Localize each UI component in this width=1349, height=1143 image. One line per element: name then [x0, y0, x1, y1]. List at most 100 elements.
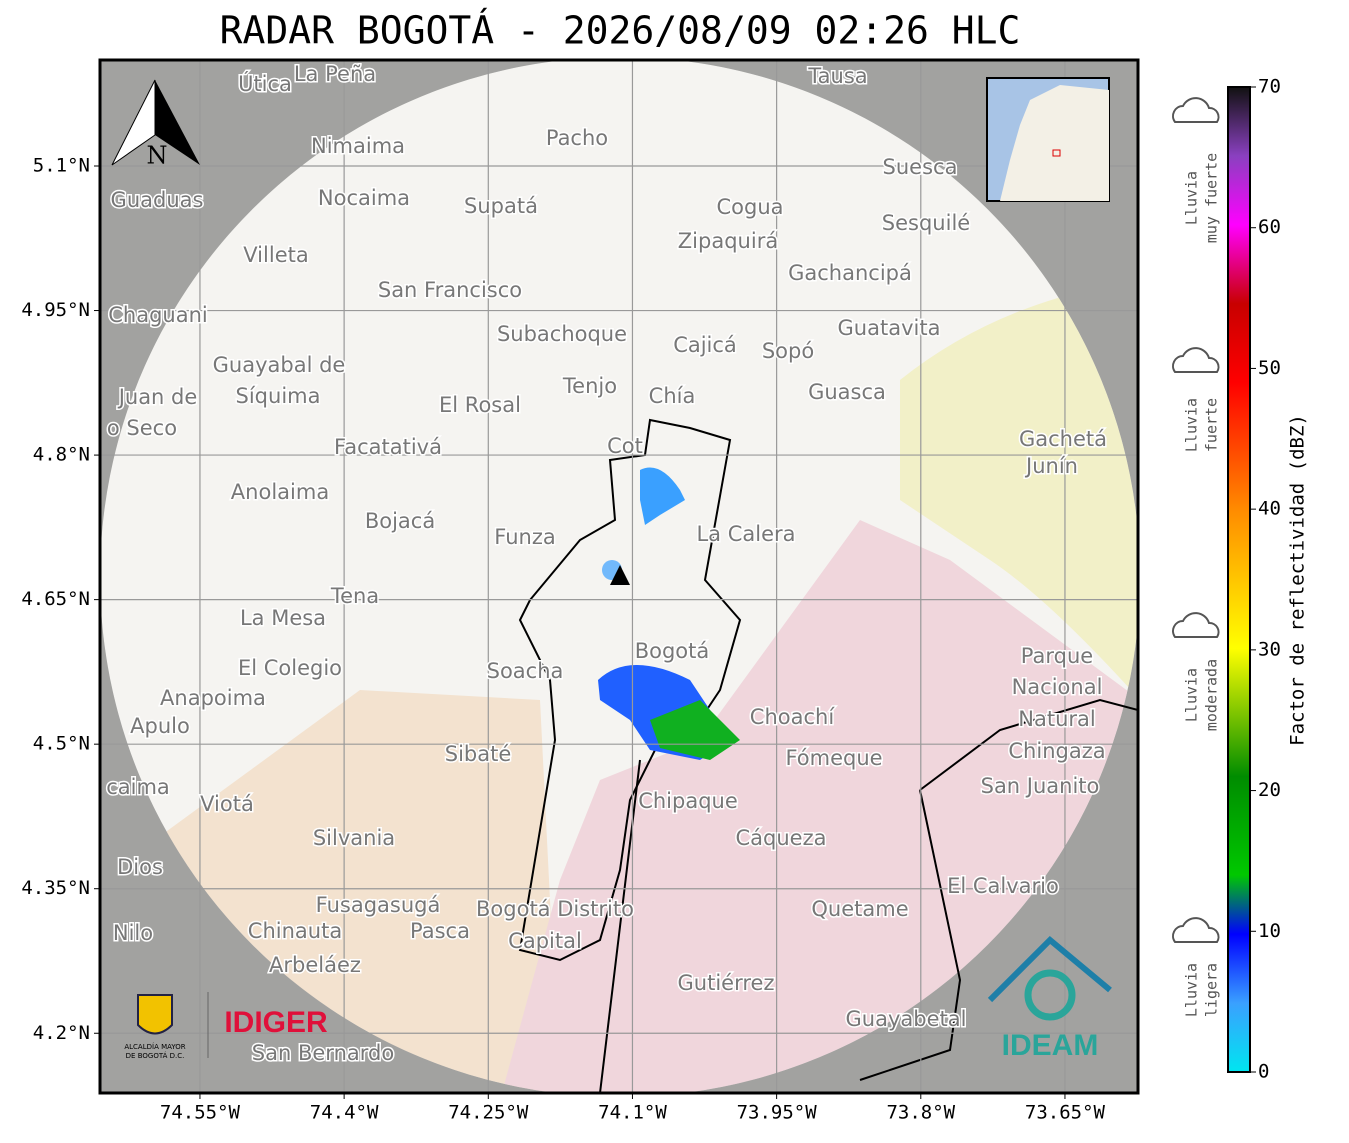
colorbar-tick-label: 50 [1258, 357, 1281, 379]
north-arrow: N [111, 79, 200, 170]
north-label: N [147, 142, 168, 170]
place-label: Anolaima [231, 480, 329, 504]
place-label: San Juanito [981, 774, 1100, 798]
y-tick-label: 4.2°N [33, 1022, 90, 1044]
legend-label: Lluvia [1183, 668, 1201, 722]
place-label: Sesquilé [882, 211, 970, 235]
place-label: Silvania [313, 826, 395, 850]
inset-map [986, 77, 1110, 202]
place-label: Gutiérrez [678, 971, 775, 995]
place-label: Bogotá [635, 639, 710, 663]
place-label: Bojacá [365, 509, 435, 533]
place-label: San Francisco [378, 278, 522, 302]
place-label: Parque [1021, 644, 1093, 668]
place-label: El Calvario [947, 874, 1059, 898]
place-label: Quetame [811, 897, 908, 921]
place-label: Chaguani [108, 303, 208, 327]
place-label: Pacho [546, 126, 608, 150]
place-label: Chinauta [248, 919, 342, 943]
place-label: Nacional [1012, 675, 1103, 699]
place-label: Subachoque [497, 322, 627, 346]
place-label: La Peña [294, 62, 376, 86]
legend-label: Lluvia [1183, 398, 1201, 452]
colorbar [1227, 86, 1251, 1073]
alcaldia-text: DE BOGOTÁ D.C. [126, 1051, 185, 1060]
y-tick-label: 4.5°N [33, 733, 90, 755]
place-label: Pasca [410, 919, 470, 943]
y-tick-label: 5.1°N [33, 154, 90, 176]
place-label: Útica [238, 71, 292, 96]
colorbar-tick-label: 60 [1258, 216, 1281, 238]
place-label: La Mesa [240, 606, 326, 630]
rain-icon [1172, 347, 1220, 373]
colorbar-tick-label: 10 [1258, 920, 1281, 942]
ideam-logo: IDEAM [987, 935, 1112, 1062]
place-label: Sopó [762, 339, 814, 363]
rain-icon [1172, 917, 1220, 943]
map-frame [98, 58, 1140, 1095]
y-tick-label: 4.35°N [21, 877, 90, 899]
x-tick-label: 74.1°W [598, 1102, 667, 1124]
legend-label: moderada [1203, 659, 1221, 731]
place-label: Tenjo [562, 374, 617, 398]
colorbar-tick-label: 20 [1258, 779, 1281, 801]
x-tick-label: 73.8°W [886, 1102, 955, 1124]
place-label: Anapoima [160, 686, 266, 710]
place-label: Nocaima [318, 186, 410, 210]
place-label: Funza [494, 525, 555, 549]
alcaldia-logo: ALCALDÍA MAYOR DE BOGOTÁ D.C. IDIGER [124, 992, 328, 1060]
place-label: Fómeque [785, 746, 882, 770]
place-label: Guaduas [111, 188, 204, 212]
place-label: Soacha [487, 659, 564, 683]
place-label: Nilo [113, 921, 153, 945]
y-tick-label: 4.65°N [21, 588, 90, 610]
rain-icon [1172, 97, 1220, 123]
place-label: Juan de [117, 385, 198, 409]
legend-label: fuerte [1203, 398, 1221, 452]
colorbar-tick-label: 40 [1258, 498, 1281, 520]
colorbar-tick-label: 70 [1258, 76, 1281, 98]
place-label: Guayabal de [213, 353, 346, 377]
place-label: La Calera [696, 522, 795, 546]
place-label: Cajicá [673, 333, 737, 357]
x-tick-label: 73.95°W [737, 1102, 818, 1124]
title: RADAR BOGOTÁ - 2026/08/09 02:26 HLC [220, 9, 1021, 53]
place-label: Viotá [200, 792, 254, 816]
y-tick-label: 4.8°N [33, 444, 90, 466]
place-label: caima [106, 775, 170, 799]
place-label: Guayabetal [846, 1007, 967, 1031]
place-label: Natural [1018, 707, 1095, 731]
place-label: Apulo [130, 714, 190, 738]
place-label: Guasca [808, 380, 886, 404]
place-label: Guatavita [838, 316, 941, 340]
place-label: Junín [1024, 454, 1078, 478]
place-label: Chía [649, 384, 696, 408]
legend-label: muy fuerte [1203, 153, 1221, 243]
place-label: Capital [508, 929, 582, 953]
colorbar-tick-label: 0 [1258, 1061, 1269, 1083]
place-label: Tausa [807, 64, 867, 88]
place-label: Tena [330, 584, 379, 608]
legend-label: Lluvia [1183, 963, 1201, 1017]
place-label: Suesca [883, 155, 958, 179]
idiger-logo: IDIGER [224, 1006, 328, 1039]
legend-label: Lluvia [1183, 171, 1201, 225]
place-label: Síquima [236, 384, 321, 408]
y-tick-label: 4.95°N [21, 299, 90, 321]
place-label: Arbeláez [269, 953, 361, 977]
place-label: El Colegio [238, 656, 342, 680]
place-label: Sibaté [445, 742, 512, 766]
place-label: Gachancipá [788, 261, 912, 285]
x-tick-label: 73.65°W [1025, 1102, 1106, 1124]
place-label: Cot [607, 434, 643, 458]
place-label: Cáqueza [736, 826, 827, 850]
rain-icon [1172, 612, 1220, 638]
colorbar-tick-label: 30 [1258, 638, 1281, 660]
colorbar-label: Factor de reflectividad (dBZ) [1287, 414, 1309, 746]
place-label: El Rosal [439, 393, 521, 417]
place-label: Villeta [243, 243, 308, 267]
place-label: Chingaza [1008, 739, 1105, 763]
alcaldia-text: ALCALDÍA MAYOR [124, 1042, 185, 1051]
